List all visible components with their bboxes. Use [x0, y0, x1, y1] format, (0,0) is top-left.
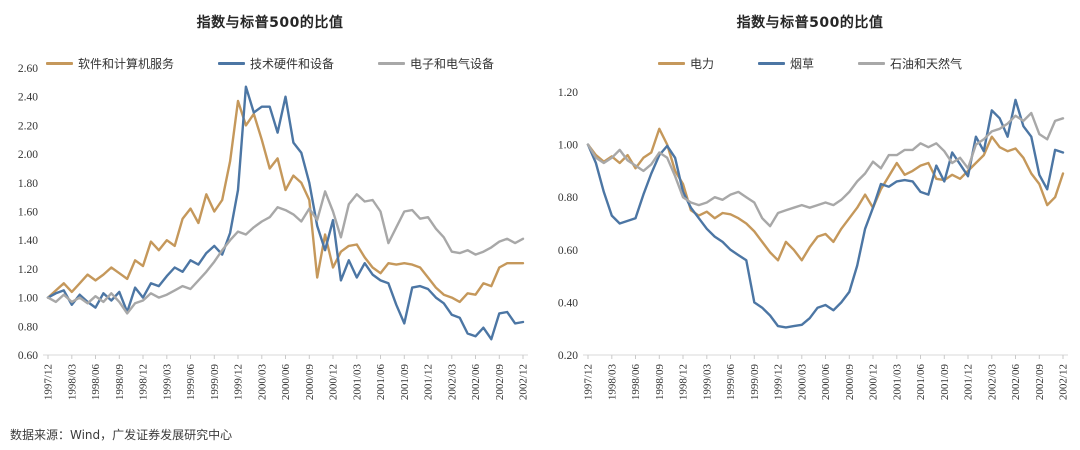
x-axis-tick-label: 1998/09 — [114, 364, 126, 401]
data-source-note: 数据来源：Wind，广发证券发展研究中心 — [10, 428, 233, 442]
x-axis-tick-label: 2000/03 — [796, 364, 808, 401]
x-axis-tick-label: 2002/09 — [494, 364, 506, 401]
y-axis-tick-label: 2.00 — [18, 149, 38, 161]
legend-item: 石油和天然气 — [858, 55, 962, 72]
legend-line-swatch — [378, 62, 405, 65]
x-axis-tick-label: 2001/03 — [891, 364, 903, 401]
y-axis-tick-label: 0.80 — [558, 192, 578, 204]
x-axis-tick-label: 2001/09 — [399, 364, 411, 401]
x-axis-tick-label: 2002/12 — [518, 364, 530, 400]
x-axis-tick-label: 2002/03 — [446, 364, 458, 401]
y-axis-tick-label: 1.00 — [18, 293, 38, 305]
x-axis-tick-label: 2002/09 — [1034, 364, 1046, 401]
y-axis-tick-label: 1.40 — [18, 235, 38, 247]
chart-right: 指数与标普500的比值 电力 烟草 石油和天然气 1.20 1.00 0.80 0.60 0… — [540, 0, 1080, 432]
x-axis-tick-label: 2002/06 — [1010, 364, 1022, 401]
series-line-2 — [586, 111, 1065, 228]
x-axis-tick-label: 1999/12 — [233, 364, 245, 400]
x-axis-tick-label: 1998/12 — [138, 364, 150, 400]
legend-label: 电力 — [689, 57, 714, 71]
x-axis-tick-label: 1997/12 — [583, 364, 595, 400]
y-axis-tick-label: 1.00 — [558, 140, 578, 152]
x-axis-tick-label: 2001/12 — [963, 364, 975, 400]
legend-label: 烟草 — [789, 57, 814, 71]
series-line-0 — [46, 99, 525, 304]
x-axis-tick-label: 1999/09 — [209, 364, 221, 401]
chart-left-plot: 2.60 2.40 2.20 2.00 1.80 1.60 1.40 1.20 1.00 0.80… — [18, 63, 530, 401]
x-axis-tick-label: 2000/12 — [328, 364, 340, 400]
y-axis-tick-label: 1.60 — [18, 207, 38, 219]
x-axis-tick-label: 2002/12 — [1058, 364, 1070, 400]
x-axis-tick-label: 1998/06 — [90, 364, 102, 401]
x-axis-tick-label: 1998/03 — [606, 364, 618, 401]
legend-line-swatch — [757, 62, 785, 65]
x-axis-tick-label: 2000/06 — [820, 364, 832, 401]
x-axis-tick-label: 2001/06 — [915, 364, 927, 401]
x-axis-tick-label: 2002/06 — [470, 364, 482, 401]
legend-label: 电子和电气设备 — [410, 57, 495, 71]
legend-item: 电力 — [657, 55, 714, 72]
x-axis-tick-label: 2001/03 — [351, 364, 363, 401]
charts-row: 指数与标普500的比值 软件和计算机服务 技术硬件和设备 电子和电气设备 2.60 2… — [0, 0, 1080, 432]
legend-item: 软件和计算机服务 — [45, 55, 174, 72]
legend-line-swatch — [657, 62, 685, 65]
x-axis-tick-label: 1998/03 — [66, 364, 78, 401]
x-axis-tick-label: 2000/12 — [868, 364, 880, 400]
x-axis-tick-label: 1998/06 — [630, 364, 642, 401]
y-axis-tick-label: 1.20 — [558, 87, 578, 99]
y-axis-tick-label: 0.80 — [18, 321, 38, 333]
y-axis-tick-label: 2.40 — [18, 92, 38, 104]
x-axis-tick-label: 2000/09 — [844, 364, 856, 401]
x-axis-tick-label: 2002/03 — [986, 364, 998, 401]
series-line-2 — [46, 190, 525, 315]
x-axis-tick-label: 1999/06 — [185, 364, 197, 401]
legend-item: 烟草 — [757, 55, 814, 72]
chart-left: 指数与标普500的比值 软件和计算机服务 技术硬件和设备 电子和电气设备 2.60 2… — [0, 0, 540, 432]
x-axis-tick-label: 1999/12 — [773, 364, 785, 400]
chart-left-title: 指数与标普500的比值 — [196, 15, 344, 31]
x-axis-tick-label: 1998/09 — [654, 364, 666, 401]
series-line-0 — [586, 127, 1065, 262]
y-axis-tick-label: 2.60 — [18, 63, 38, 75]
y-axis-tick-label: 0.20 — [558, 350, 578, 362]
y-axis-tick-label: 0.60 — [558, 245, 578, 257]
x-axis-tick-label: 1999/09 — [749, 364, 761, 401]
legend-label: 软件和计算机服务 — [77, 57, 174, 71]
x-axis-tick-label: 1999/03 — [701, 364, 713, 401]
chart-right-title: 指数与标普500的比值 — [736, 15, 884, 31]
chart-left-legend: 软件和计算机服务 技术硬件和设备 电子和电气设备 — [0, 55, 540, 72]
legend-line-swatch — [45, 62, 73, 65]
x-axis-tick-label: 1998/12 — [678, 364, 690, 400]
series-line-1 — [586, 98, 1065, 329]
y-axis-tick-label: 1.20 — [18, 264, 38, 276]
x-axis-tick-label: 2001/06 — [375, 364, 387, 401]
x-axis-tick-label: 2001/12 — [423, 364, 435, 400]
y-axis-tick-label: 2.20 — [18, 120, 38, 132]
legend-item: 电子和电气设备 — [378, 55, 494, 72]
y-axis-tick-label: 0.40 — [558, 297, 578, 309]
x-axis-tick-label: 2000/09 — [304, 364, 316, 401]
legend-label: 石油和天然气 — [890, 57, 963, 71]
x-axis-tick-label: 1999/06 — [725, 364, 737, 401]
x-axis-tick-label: 2000/03 — [256, 364, 268, 401]
x-axis-tick-label: 1997/12 — [43, 364, 55, 400]
legend-item: 技术硬件和设备 — [217, 55, 334, 72]
y-axis-tick-label: 0.60 — [18, 350, 38, 362]
legend-line-swatch — [858, 62, 885, 65]
x-axis-tick-label: 2000/06 — [280, 364, 292, 401]
x-axis-tick-label: 2001/09 — [939, 364, 951, 401]
legend-line-swatch — [217, 62, 245, 65]
x-axis-tick-label: 1999/03 — [161, 364, 173, 401]
chart-right-legend: 电力 烟草 石油和天然气 — [540, 55, 1080, 72]
y-axis-tick-label: 1.80 — [18, 178, 38, 190]
chart-right-plot: 1.20 1.00 0.80 0.60 0.40 0.20 1997/12 1998/03 19… — [558, 87, 1070, 401]
legend-label: 技术硬件和设备 — [249, 57, 334, 71]
